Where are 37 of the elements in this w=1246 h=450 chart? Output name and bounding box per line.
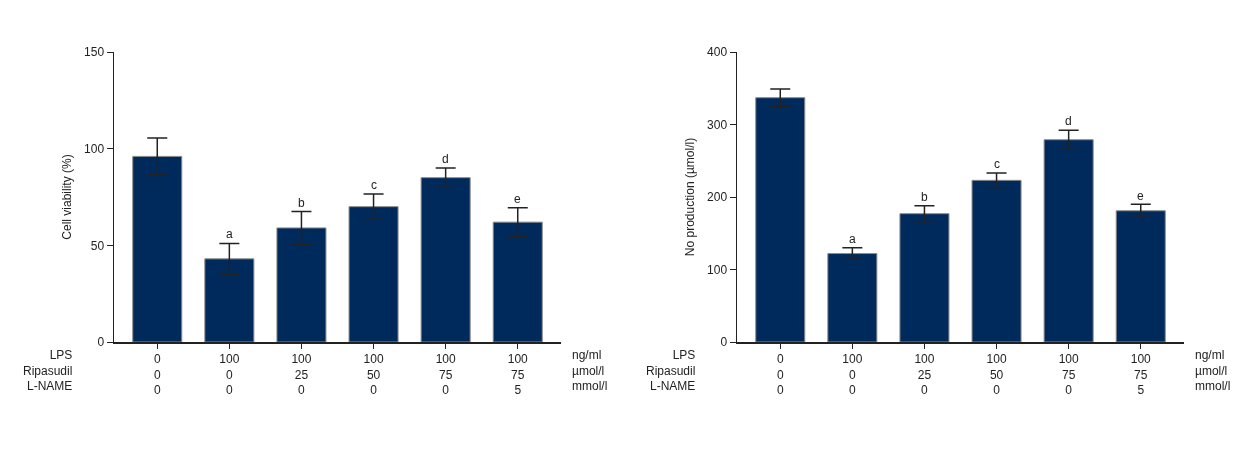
- y-axis-title: Cell viability (%): [59, 154, 74, 240]
- y-tick-label: 200: [707, 190, 728, 205]
- y-tick-label: 300: [707, 117, 728, 132]
- annotation: e: [1137, 189, 1144, 203]
- x-tick-label: 100 0 0: [842, 351, 863, 398]
- y-tick-label: 100: [707, 262, 728, 277]
- annotation: e: [514, 192, 521, 206]
- annotation: d: [1065, 114, 1072, 128]
- x-tick-label: 100 75 0: [435, 351, 456, 398]
- annotation: a: [226, 227, 233, 241]
- annotation: a: [849, 232, 856, 246]
- annotation: b: [298, 196, 305, 210]
- annotation: c: [371, 178, 377, 192]
- annotation: d: [442, 152, 449, 166]
- y-tick-label: 400: [707, 45, 728, 60]
- y-tick-label: 150: [84, 45, 105, 60]
- y-tick-label: 0: [97, 335, 105, 350]
- x-tick-label: 100 25 0: [914, 351, 935, 398]
- text: LPS Ripasudil L-NAME: [646, 348, 696, 394]
- text: LPS Ripasudil L-NAME: [23, 348, 73, 394]
- x-tick-label: 100 75 5: [507, 351, 529, 398]
- y-tick-label: 100: [84, 141, 105, 156]
- x-tick-label: 100 75 5: [1130, 351, 1152, 398]
- annotation: b: [921, 190, 928, 204]
- text: ng/ml µmol/l mmol/l: [1195, 348, 1231, 394]
- x-tick-label: 100 50 0: [986, 351, 1007, 398]
- x-tick-label: 100 75 0: [1058, 351, 1079, 398]
- x-tick-label: 0 0 0: [153, 351, 161, 398]
- y-tick-label: 50: [90, 238, 105, 253]
- text: ng/ml µmol/l mmol/l: [572, 348, 608, 394]
- y-axis-title: No production (µmol/l): [682, 137, 697, 257]
- y-tick-label: 0: [720, 335, 728, 350]
- x-tick-label: 100 25 0: [291, 351, 312, 398]
- x-tick-label: 0 0 0: [776, 351, 784, 398]
- x-tick-label: 100 0 0: [219, 351, 240, 398]
- annotation: c: [994, 157, 1000, 171]
- x-tick-label: 100 50 0: [363, 351, 384, 398]
